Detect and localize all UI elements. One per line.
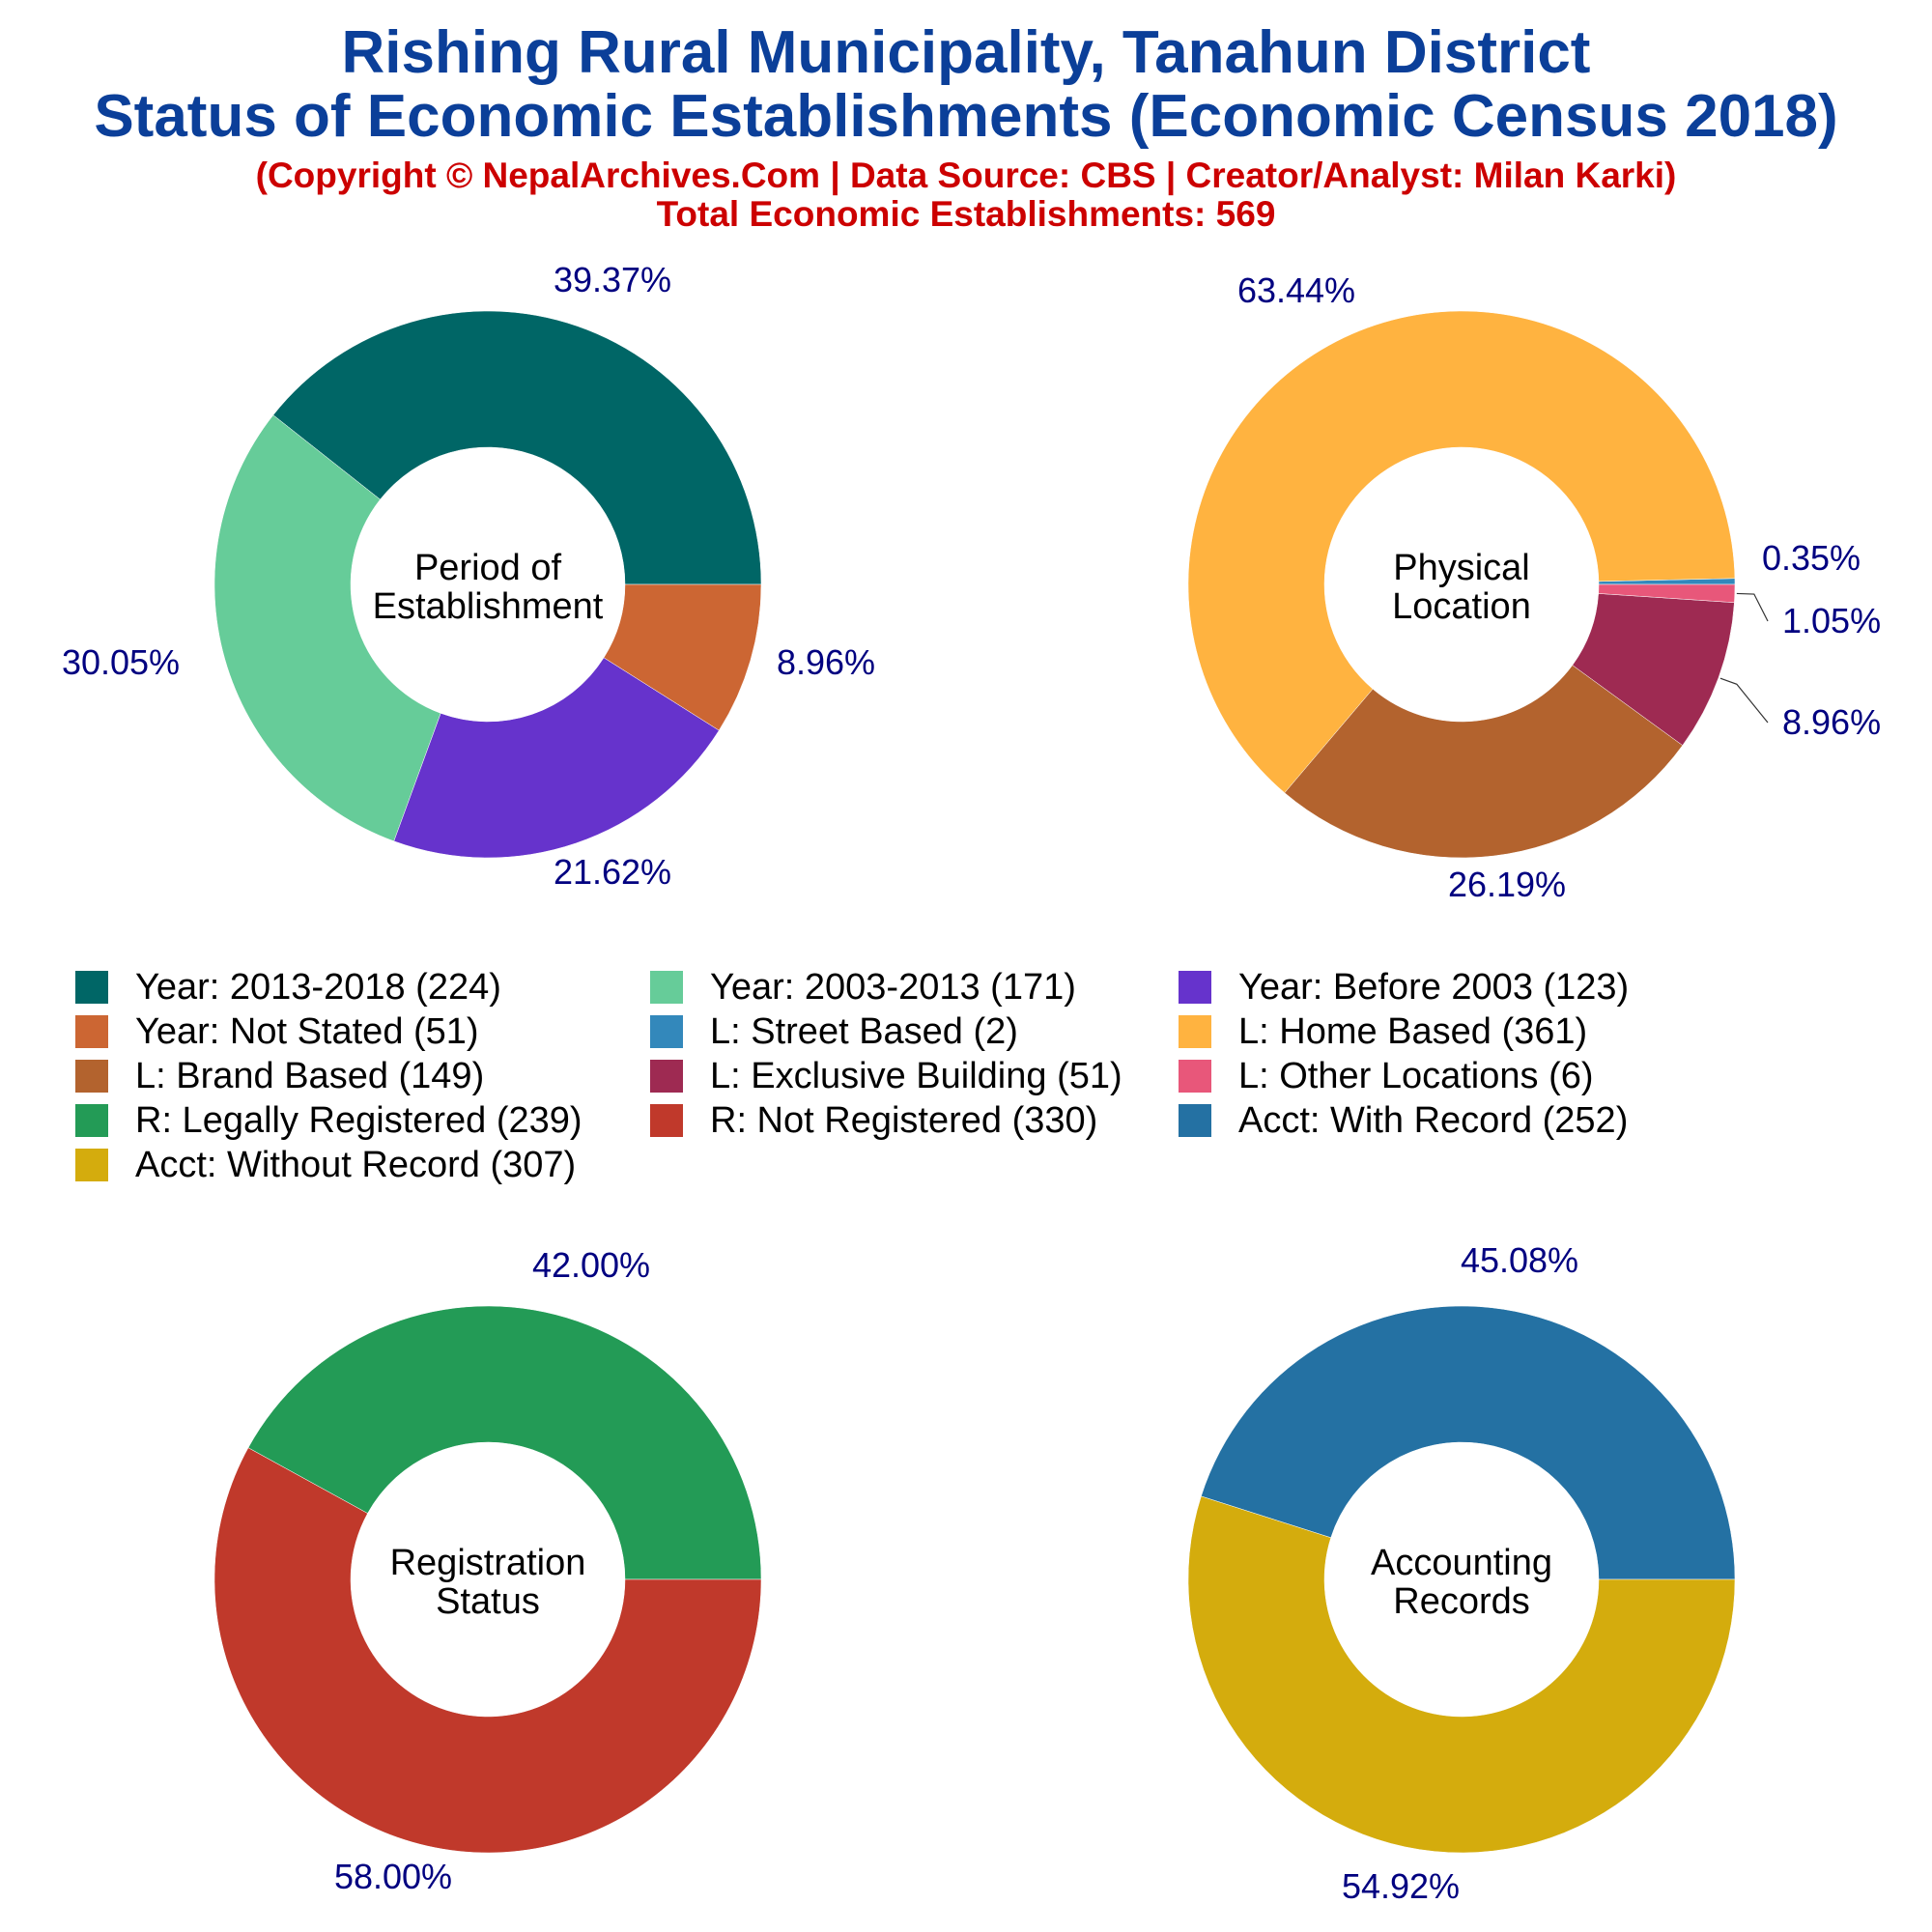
legend-swatch <box>650 1104 683 1137</box>
label-leader-line <box>1736 592 1769 622</box>
legend-label: L: Street Based (2) <box>710 1010 1018 1052</box>
slice-percent-label: 63.44% <box>1237 270 1355 310</box>
legend-item: Acct: Without Record (307) <box>75 1144 576 1186</box>
legend-label: Year: 2003-2013 (171) <box>710 966 1076 1008</box>
slice-percent-label: 30.05% <box>62 642 180 682</box>
chart-title-line2: Status of Economic Establishments (Econo… <box>94 83 1838 150</box>
slice-percent-label: 58.00% <box>334 1857 452 1896</box>
legend-swatch <box>1179 1104 1211 1137</box>
donut-center-label: Physical <box>1393 548 1530 588</box>
slice-percent-label: 45.08% <box>1461 1240 1578 1280</box>
legend-label: L: Home Based (361) <box>1238 1010 1588 1052</box>
legend-label: Year: Not Stated (51) <box>135 1010 479 1052</box>
legend-item: L: Street Based (2) <box>650 1010 1018 1053</box>
chart-title-line1: Rishing Rural Municipality, Tanahun Dist… <box>341 19 1591 86</box>
slice-percent-label: 42.00% <box>532 1245 650 1285</box>
legend-swatch <box>1179 971 1211 1004</box>
copyright-line: (Copyright © NepalArchives.Com | Data So… <box>255 156 1677 195</box>
legend-item: R: Not Registered (330) <box>650 1099 1097 1142</box>
donut-slice <box>1201 1305 1736 1580</box>
slice-percent-label: 26.19% <box>1448 865 1566 904</box>
legend-label: Year: 2013-2018 (224) <box>135 966 501 1008</box>
legend-label: R: Legally Registered (239) <box>135 1099 582 1141</box>
legend-swatch <box>650 1015 683 1048</box>
donut-chart-1: 39.37% 30.05% 21.62% 8.96% Period ofEstablis… <box>62 260 875 892</box>
donut-slice <box>213 414 441 842</box>
legend-swatch <box>75 1149 108 1181</box>
legend-item: L: Exclusive Building (51) <box>650 1055 1122 1097</box>
legend-item: R: Legally Registered (239) <box>75 1099 582 1142</box>
donut-center-label: Registration <box>390 1543 586 1583</box>
legend-item: Acct: With Record (252) <box>1179 1099 1628 1142</box>
slice-percent-label: 21.62% <box>554 852 671 892</box>
legend-label: L: Other Locations (6) <box>1238 1055 1594 1096</box>
legend-swatch <box>75 1104 108 1137</box>
legend-label: Year: Before 2003 (123) <box>1238 966 1630 1008</box>
legend-item: Year: Before 2003 (123) <box>1179 966 1629 1009</box>
legend-item: L: Other Locations (6) <box>1179 1055 1594 1097</box>
donut-center-label: Accounting <box>1371 1543 1552 1583</box>
legend-item: Year: Not Stated (51) <box>75 1010 479 1053</box>
donut-center-label: Establishment <box>373 586 604 627</box>
legend-item: L: Brand Based (149) <box>75 1055 484 1097</box>
donut-center-label: Records <box>1393 1581 1530 1622</box>
donut-slice <box>272 310 762 585</box>
legend-item: L: Home Based (361) <box>1179 1010 1587 1053</box>
slice-percent-label: 39.37% <box>554 260 671 299</box>
donut-center-label: Location <box>1392 586 1531 627</box>
donut-slice <box>1598 583 1736 604</box>
donut-slice <box>393 657 720 859</box>
legend-swatch <box>650 971 683 1004</box>
legend-swatch <box>1179 1015 1211 1048</box>
legend-swatch <box>75 1060 108 1093</box>
legend-label: Acct: With Record (252) <box>1238 1099 1629 1141</box>
legend-swatch <box>75 971 108 1004</box>
donut-slice <box>603 583 762 731</box>
legend-label: R: Not Registered (330) <box>710 1099 1098 1141</box>
slice-percent-label: 0.35% <box>1762 538 1861 578</box>
donut-chart-2: 0.35% 63.44% 26.19% 8.96% 1.05% PhysicalLocat… <box>1187 270 1881 904</box>
legend-swatch <box>1179 1060 1211 1093</box>
legend-swatch <box>650 1060 683 1093</box>
legend-label: L: Brand Based (149) <box>135 1055 485 1096</box>
label-leader-line <box>1719 677 1769 724</box>
donut-slice <box>1284 665 1684 859</box>
donut-slice <box>1187 1495 1736 1854</box>
donut-center-label: Status <box>436 1581 540 1622</box>
legend-label: Acct: Without Record (307) <box>135 1144 577 1185</box>
slice-percent-label: 8.96% <box>1782 702 1881 742</box>
slice-percent-label: 8.96% <box>777 642 875 682</box>
donut-slice <box>213 1447 762 1854</box>
legend-item: Year: 2013-2018 (224) <box>75 966 501 1009</box>
legend-item: Year: 2003-2013 (171) <box>650 966 1076 1009</box>
legend-swatch <box>75 1015 108 1048</box>
total-line: Total Economic Establishments: 569 <box>656 194 1276 234</box>
legend-label: L: Exclusive Building (51) <box>710 1055 1122 1096</box>
slice-percent-label: 1.05% <box>1782 601 1881 640</box>
donut-center-label: Period of <box>414 548 562 588</box>
slice-percent-label: 54.92% <box>1342 1866 1460 1906</box>
donut-slice <box>1187 310 1736 794</box>
